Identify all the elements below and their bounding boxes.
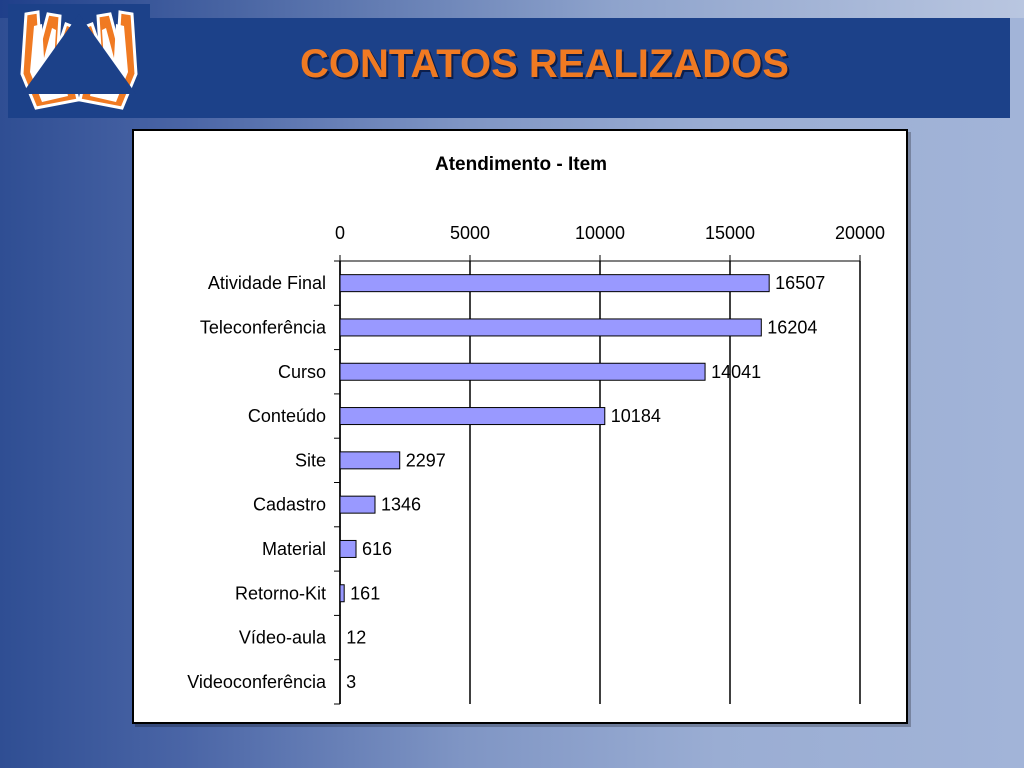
bar-1 [339, 274, 770, 293]
value-label: 12 [346, 628, 366, 648]
category-label: Cadastro [253, 495, 326, 515]
bar-5 [339, 451, 401, 470]
bar-3 [339, 362, 706, 381]
value-label: 10184 [611, 406, 661, 426]
triangle-icon [22, 14, 136, 94]
category-label: Teleconferência [200, 317, 327, 337]
category-label: Vídeo-aula [239, 628, 327, 648]
category-label: Atividade Final [208, 273, 326, 293]
x-tick-label: 20000 [835, 223, 885, 243]
category-label: Retorno-Kit [235, 583, 326, 603]
top-decorative-strip [0, 0, 1024, 18]
x-tick-label: 5000 [450, 223, 490, 243]
category-label: Material [262, 539, 326, 559]
chart-title: Atendimento - Item [435, 154, 607, 175]
value-label: 16507 [775, 273, 825, 293]
hands-triangle-logo-icon [8, 4, 150, 118]
category-label: Videoconferência [187, 672, 327, 692]
value-label: 14041 [711, 362, 761, 382]
value-label: 3 [346, 672, 356, 692]
value-label: 2297 [406, 450, 446, 470]
header-band [8, 18, 1010, 118]
bar-2 [339, 318, 762, 337]
category-label: Conteúdo [248, 406, 326, 426]
bar-4 [339, 407, 606, 426]
value-label: 161 [350, 583, 380, 603]
category-label: Curso [278, 362, 326, 382]
bar-8 [339, 584, 345, 603]
bars [339, 274, 770, 603]
chart-panel: Atendimento - Item 0 5000 10000 15000 20000 A… [132, 129, 908, 724]
bar-7 [339, 539, 357, 558]
x-tick-label: 15000 [705, 223, 755, 243]
logo-graphic [20, 10, 138, 110]
value-label: 616 [362, 539, 392, 559]
category-label: Site [295, 450, 326, 470]
value-label: 16204 [767, 317, 817, 337]
slide-title: CONTATOS REALIZADOS [300, 42, 789, 86]
value-label: 1346 [381, 495, 421, 515]
x-tick-label: 0 [335, 223, 345, 243]
x-tick-label: 10000 [575, 223, 625, 243]
bar-6 [339, 495, 376, 514]
labels: 0 5000 10000 15000 20000 Atividade Final 16507… [187, 223, 885, 692]
bar-chart: Atendimento - Item 0 5000 10000 15000 20000 A… [187, 154, 885, 705]
